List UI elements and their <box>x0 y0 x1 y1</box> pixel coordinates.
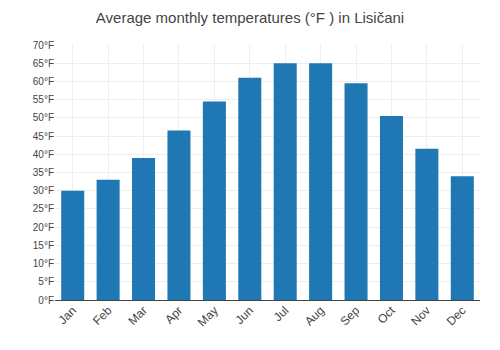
svg-text:Oct: Oct <box>375 303 399 327</box>
svg-text:60°F: 60°F <box>33 76 54 87</box>
svg-text:50°F: 50°F <box>33 112 54 123</box>
svg-text:May: May <box>195 303 221 329</box>
svg-text:45°F: 45°F <box>33 131 54 142</box>
svg-text:Jul: Jul <box>271 303 292 324</box>
svg-text:20°F: 20°F <box>33 222 54 233</box>
svg-text:Jan: Jan <box>55 303 79 327</box>
svg-text:Sep: Sep <box>337 303 362 328</box>
svg-text:10°F: 10°F <box>33 258 54 269</box>
svg-text:40°F: 40°F <box>33 149 54 160</box>
svg-text:Dec: Dec <box>444 303 469 328</box>
svg-text:Aug: Aug <box>302 303 327 328</box>
svg-text:Mar: Mar <box>125 303 150 328</box>
svg-text:Feb: Feb <box>90 303 115 328</box>
svg-text:30°F: 30°F <box>33 185 54 196</box>
svg-text:35°F: 35°F <box>33 167 54 178</box>
svg-text:Nov: Nov <box>408 303 433 328</box>
svg-text:Average monthly temperatures (: Average monthly temperatures (°F ) in Li… <box>96 9 404 26</box>
svg-text:Apr: Apr <box>162 303 185 326</box>
svg-text:55°F: 55°F <box>33 94 54 105</box>
svg-text:65°F: 65°F <box>33 58 54 69</box>
svg-text:15°F: 15°F <box>33 240 54 251</box>
svg-text:0°F: 0°F <box>38 295 54 306</box>
svg-text:25°F: 25°F <box>33 203 54 214</box>
svg-text:70°F: 70°F <box>33 40 54 51</box>
svg-text:5°F: 5°F <box>38 276 54 287</box>
svg-text:Jun: Jun <box>233 303 257 327</box>
